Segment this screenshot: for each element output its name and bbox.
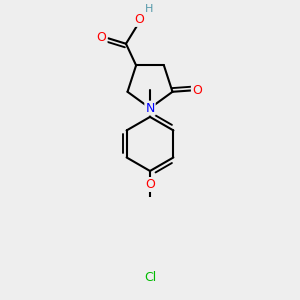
Text: Cl: Cl: [144, 271, 156, 284]
Text: O: O: [97, 31, 106, 44]
Text: H: H: [145, 4, 153, 14]
Text: O: O: [145, 178, 155, 191]
Text: N: N: [145, 102, 155, 115]
Text: O: O: [134, 13, 144, 26]
Text: O: O: [192, 84, 202, 97]
